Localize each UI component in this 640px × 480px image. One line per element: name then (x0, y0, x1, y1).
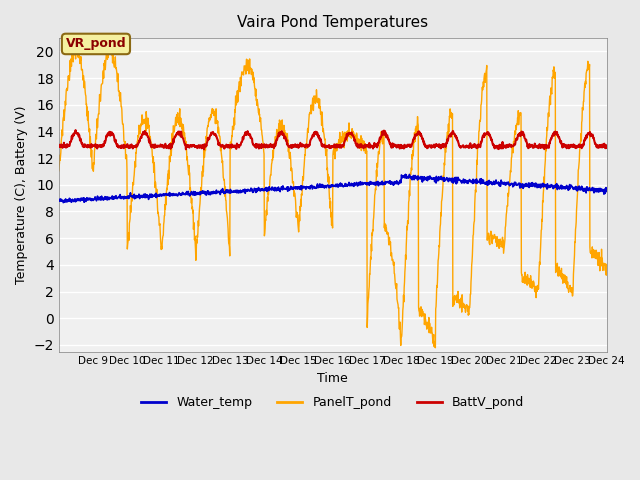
Title: Vaira Pond Temperatures: Vaira Pond Temperatures (237, 15, 428, 30)
Text: VR_pond: VR_pond (66, 37, 126, 50)
Y-axis label: Temperature (C), Battery (V): Temperature (C), Battery (V) (15, 106, 28, 284)
Legend: Water_temp, PanelT_pond, BattV_pond: Water_temp, PanelT_pond, BattV_pond (136, 391, 529, 414)
X-axis label: Time: Time (317, 372, 348, 385)
